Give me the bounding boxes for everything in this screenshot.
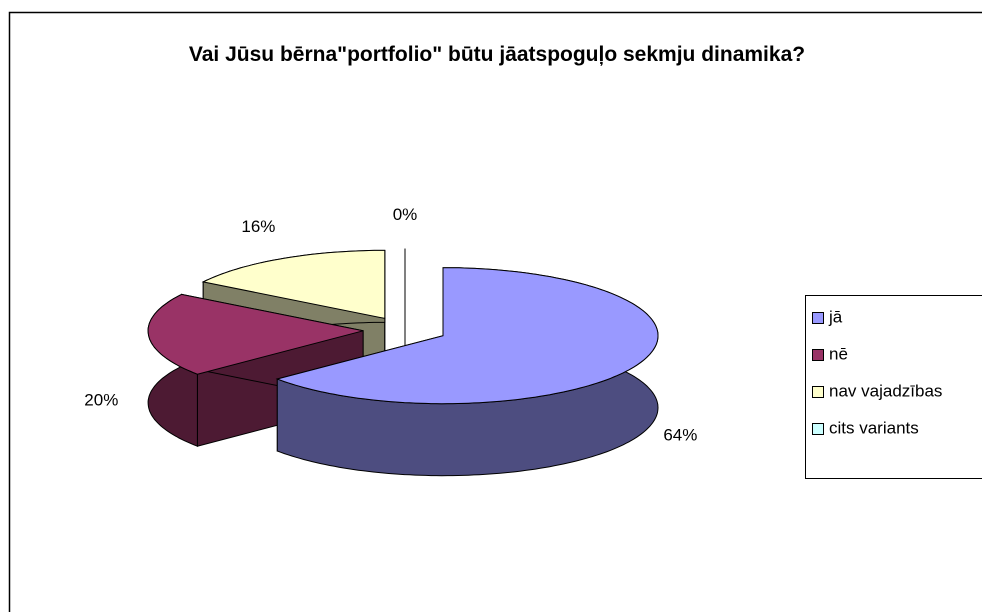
chart-title: Vai Jūsu bērna"portfolio" būtu jāatspogu…: [188, 43, 806, 66]
legend-swatch: [812, 423, 824, 435]
legend-label: cits variants: [829, 418, 919, 437]
legend-swatch: [812, 349, 824, 361]
legend-label: nē: [829, 344, 848, 363]
legend-label: nav vajadzības: [829, 381, 942, 400]
legend-label: jā: [828, 307, 843, 326]
slice-top: [275, 267, 659, 405]
data-label: 16%: [241, 217, 275, 236]
data-label: 20%: [84, 390, 118, 409]
legend-swatch: [812, 386, 824, 398]
legend-swatch: [812, 312, 824, 324]
data-label: 0%: [393, 205, 418, 224]
slice-top: [201, 249, 386, 320]
slice-top: [147, 293, 364, 375]
data-label: 64%: [663, 425, 697, 444]
legend-box: [805, 295, 982, 479]
